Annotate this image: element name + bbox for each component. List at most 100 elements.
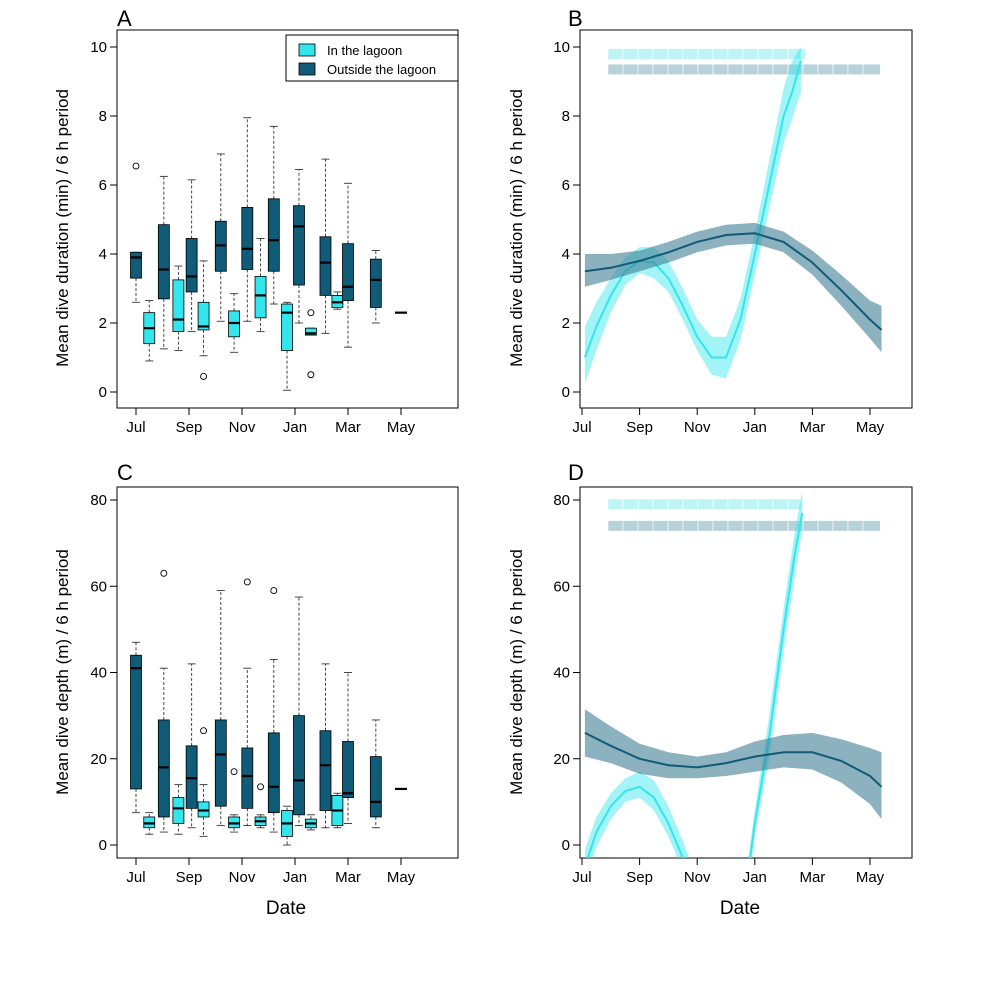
panel-label-D: D	[568, 460, 584, 485]
box-body	[342, 741, 354, 798]
series-out	[584, 222, 883, 353]
xtick-label-D: May	[856, 869, 885, 886]
box-in	[197, 727, 210, 837]
xtick-label-C: Jan	[283, 869, 307, 886]
panel-label-B: B	[568, 6, 583, 31]
box-body	[214, 719, 227, 807]
box-in	[172, 784, 185, 835]
ytick-label-A: 4	[99, 246, 107, 263]
legend-label-out: Outside the lagoon	[327, 62, 436, 77]
box-in	[304, 814, 317, 831]
legend-swatch-in	[298, 43, 316, 57]
xtick-label-C: May	[387, 869, 416, 886]
ytick-label-B: 8	[562, 108, 570, 125]
ytick-label-C: 80	[90, 492, 107, 509]
box-body	[319, 236, 332, 296]
box-body	[130, 654, 142, 790]
box-outlier	[307, 309, 315, 317]
box-body	[267, 198, 280, 272]
box-outlier	[200, 727, 208, 735]
ytick-label-C: 60	[90, 578, 107, 595]
ytick-label-B: 0	[562, 384, 570, 401]
box-out	[342, 672, 354, 824]
series-line	[583, 60, 802, 359]
panel-label-C: C	[117, 460, 133, 485]
plot-frame-B	[579, 29, 913, 409]
box-out	[369, 719, 382, 829]
ytick-label-A: 2	[99, 315, 107, 332]
box-body	[319, 730, 332, 811]
box-out	[214, 153, 227, 322]
ytick-label-C: 0	[99, 837, 107, 854]
box-body	[197, 301, 210, 331]
ytick-label-C: 20	[90, 751, 107, 768]
box-in	[172, 265, 185, 352]
xtick-label-D: Mar	[799, 869, 825, 886]
rug-band	[607, 520, 881, 531]
xlabel-D: Date	[720, 898, 760, 919]
box-body	[267, 732, 280, 814]
box-out	[342, 182, 354, 348]
rug-out	[607, 64, 881, 75]
box-out	[293, 169, 305, 324]
rug-band	[607, 499, 801, 510]
box-body	[157, 224, 170, 300]
plot-area-D	[584, 491, 883, 858]
ytick-label-A: 10	[90, 39, 107, 56]
box-in	[254, 238, 267, 333]
series-in	[583, 47, 802, 384]
ytick-label-D: 80	[553, 492, 570, 509]
series-out	[584, 709, 883, 820]
box-body	[130, 251, 142, 279]
xtick-label-D: Jan	[743, 869, 767, 886]
box-out	[157, 175, 170, 350]
box-out	[241, 117, 254, 322]
ytick-label-B: 4	[562, 246, 570, 263]
box-out	[241, 578, 254, 827]
box-body	[172, 279, 185, 333]
xtick-label-B: May	[856, 419, 885, 436]
box-body	[172, 797, 185, 824]
ci-band	[584, 47, 801, 384]
xtick-label-B: Mar	[799, 419, 825, 436]
box-in	[228, 768, 240, 833]
ytick-label-D: 40	[553, 665, 570, 682]
box-body	[241, 207, 254, 270]
panel-C: 0 20 40 60 80 Jul Sep Nov Jan Mar May	[90, 486, 459, 886]
box-body	[254, 276, 267, 319]
box-outlier	[200, 373, 208, 380]
ytick-label-B: 6	[562, 177, 570, 194]
box-body	[185, 238, 198, 293]
box-body	[369, 258, 382, 308]
xtick-label-C: Jul	[126, 869, 145, 886]
ylabel-B: Mean dive duration (min) / 6 h period	[507, 89, 526, 367]
rug-in	[607, 48, 806, 59]
box-out	[185, 663, 198, 829]
box-in	[254, 783, 267, 829]
xtick-label-A: Jan	[283, 419, 307, 436]
panel-B: 0 2 4 6 8 10 Jul Sep Nov Jan Mar May	[553, 29, 913, 436]
ytick-label-D: 20	[553, 751, 570, 768]
box-in	[331, 291, 344, 310]
xtick-label-B: Jul	[572, 419, 591, 436]
ytick-label-B: 2	[562, 315, 570, 332]
series-line	[584, 232, 883, 331]
box-outlier	[270, 587, 278, 595]
legend-label-in: In the lagoon	[327, 43, 402, 58]
box-out	[369, 250, 382, 324]
rug-band	[607, 48, 806, 59]
box-outlier	[160, 569, 168, 577]
ytick-label-C: 40	[90, 665, 107, 682]
ylabel-C: Mean dive depth (m) / 6 h period	[53, 549, 72, 795]
plot-frame-D	[579, 486, 913, 859]
series-line	[584, 732, 883, 788]
legend: In the lagoon Outside the lagoon	[285, 34, 459, 82]
box-out	[130, 641, 142, 814]
xtick-label-A: Nov	[229, 419, 256, 436]
plot-area-B	[583, 47, 883, 384]
xlabel-C: Date	[266, 898, 306, 919]
box-body	[293, 715, 305, 816]
xtick-label-D: Jul	[572, 869, 591, 886]
xtick-label-A: Sep	[176, 419, 203, 436]
